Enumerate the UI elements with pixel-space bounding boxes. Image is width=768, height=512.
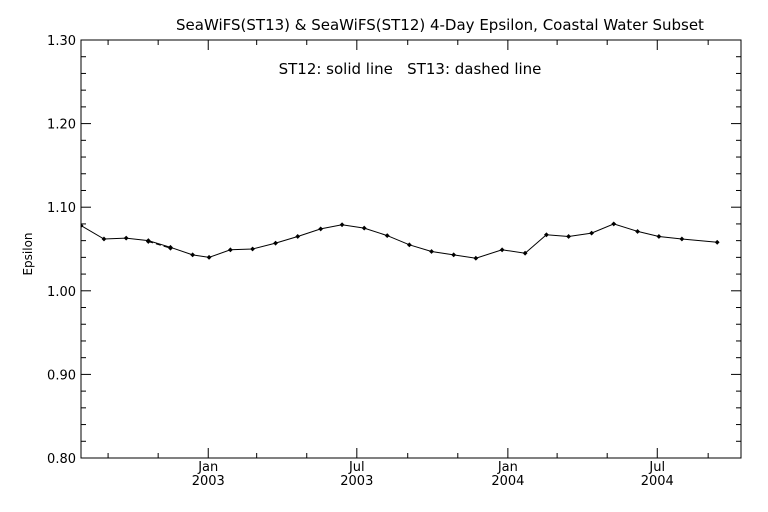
plot-frame — [80, 39, 742, 459]
y-tick-label: 1.00 — [47, 285, 76, 300]
x-tick-month-label: Jul — [348, 460, 365, 475]
chart-title: SeaWiFS(ST13) & SeaWiFS(ST12) 4-Day Epsi… — [176, 16, 704, 34]
data-point-solid — [635, 229, 640, 234]
y-tick-label: 1.10 — [47, 201, 76, 216]
data-point-solid — [339, 222, 345, 228]
data-point-solid — [714, 239, 720, 245]
data-point-solid — [522, 250, 528, 256]
data-point-solid — [250, 246, 255, 252]
data-point-solid — [206, 254, 212, 260]
data-point-solid — [589, 230, 595, 236]
x-tick-year-label: 2003 — [340, 474, 373, 489]
data-point-solid — [361, 225, 367, 231]
y-axis-label: Epsilon — [21, 232, 35, 275]
series-line-solid — [81, 223, 718, 259]
series-line-dashed — [148, 241, 171, 249]
x-tick-month-label: Jan — [197, 460, 218, 475]
data-point-solid — [318, 226, 324, 232]
x-tick-year-label: 2004 — [641, 474, 674, 489]
data-point-solid — [451, 252, 457, 258]
data-point-solid — [101, 236, 107, 242]
y-tick-label: 0.90 — [47, 368, 76, 383]
data-point-solid — [566, 234, 572, 239]
y-tick-label: 1.30 — [47, 34, 76, 49]
data-point-solid — [679, 236, 685, 242]
data-point-solid — [273, 240, 278, 246]
data-point-solid — [656, 234, 662, 239]
data-point-solid — [123, 235, 129, 241]
y-tick-label: 0.80 — [47, 452, 76, 467]
x-tick-year-label: 2003 — [192, 474, 225, 489]
data-point-solid — [81, 223, 84, 229]
data-point-solid — [429, 249, 434, 254]
series-solid — [81, 221, 720, 261]
line-style-annotation: ST12: solid line ST13: dashed line — [279, 60, 542, 78]
data-point-solid — [544, 232, 549, 238]
series-layer — [81, 221, 720, 261]
y-tick-label: 1.20 — [47, 118, 76, 133]
data-point-solid — [227, 247, 233, 253]
data-point-solid — [406, 242, 412, 248]
y-axis-ticks: 0.80 0.90 1.00 1.10 1.20 1.30 — [47, 34, 741, 467]
data-point-solid — [611, 221, 617, 227]
x-tick-month-label: Jul — [648, 460, 665, 475]
x-tick-year-label: 2004 — [491, 474, 524, 489]
data-point-solid — [499, 247, 505, 253]
data-point-solid — [295, 234, 301, 239]
data-point-solid — [384, 233, 390, 239]
data-point-solid — [190, 252, 196, 258]
data-point-dashed — [145, 239, 151, 244]
data-point-dashed — [168, 245, 173, 251]
series-dashed — [145, 239, 173, 251]
x-tick-month-label: Jan — [497, 460, 518, 475]
data-point-solid — [473, 255, 479, 261]
